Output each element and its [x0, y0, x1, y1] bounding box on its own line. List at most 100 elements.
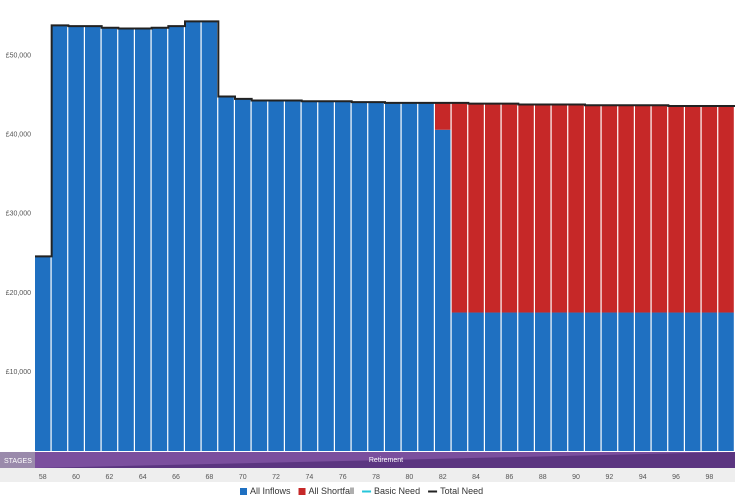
x-tick-label: 84: [472, 474, 480, 481]
bar-shortfall: [651, 105, 668, 313]
bar-inflow: [585, 312, 601, 451]
bars-group: [35, 21, 734, 452]
x-tick-label: 94: [639, 474, 647, 481]
legend-label-all-inflows: All Inflows: [250, 486, 291, 496]
x-tick-label: 98: [706, 474, 714, 481]
legend-swatch-all-shortfall: [298, 488, 306, 495]
bar-inflow: [151, 27, 168, 451]
y-tick-label: £10,000: [6, 369, 31, 376]
y-tick-label: £50,000: [6, 52, 31, 59]
bar-inflow: [668, 312, 684, 451]
x-tick-label: 74: [306, 474, 314, 481]
bar-inflow: [301, 101, 318, 451]
x-tick-label: 96: [672, 474, 680, 481]
y-tick-label: £20,000: [6, 290, 31, 297]
bar-inflow: [185, 21, 201, 451]
legend: All Inflows All Shortfall Basic Need Total …: [240, 486, 483, 496]
bar-inflow: [435, 129, 451, 451]
bar-inflow: [485, 312, 501, 451]
x-tick-label: 76: [339, 474, 347, 481]
x-tick-label: 60: [72, 474, 80, 481]
bar-shortfall: [701, 106, 718, 313]
stages-label: STAGES: [4, 458, 32, 465]
bar-shortfall: [518, 104, 534, 313]
bar-inflow: [351, 102, 368, 451]
legend-swatch-all-inflows: [240, 488, 247, 495]
x-tick-label: 78: [372, 474, 380, 481]
bar-inflow: [35, 256, 51, 451]
x-tick-label: 58: [39, 474, 47, 481]
bar-inflow: [135, 28, 151, 451]
x-axis-band: [0, 468, 735, 482]
stage-gradient-wedge: [35, 452, 735, 468]
bar-shortfall: [451, 102, 468, 313]
x-tick-label: 86: [506, 474, 514, 481]
bar-inflow: [201, 21, 218, 451]
legend-label-basic-need: Basic Need: [374, 486, 420, 496]
bar-shortfall: [601, 105, 618, 313]
stages-band: STAGES Retirement: [0, 452, 735, 468]
x-tick-label: 62: [106, 474, 114, 481]
bar-shortfall: [435, 102, 451, 130]
legend-label-total-need: Total Need: [440, 486, 483, 496]
bar-shortfall: [685, 106, 701, 313]
bar-inflow: [368, 102, 384, 451]
bar-shortfall: [618, 105, 634, 313]
bar-inflow: [468, 312, 484, 451]
bar-inflow: [318, 101, 334, 451]
bar-inflow: [551, 312, 568, 451]
bar-shortfall: [718, 106, 734, 313]
bar-inflow: [451, 312, 468, 451]
bar-inflow: [518, 312, 534, 451]
y-tick-label: £40,000: [6, 132, 31, 139]
x-tick-label: 64: [139, 474, 147, 481]
bar-shortfall: [501, 103, 518, 313]
bar-inflow: [85, 26, 101, 451]
x-tick-label: 66: [172, 474, 180, 481]
x-tick-label: 80: [406, 474, 414, 481]
bar-shortfall: [535, 104, 551, 313]
bar-inflow: [635, 312, 651, 451]
bar-inflow: [418, 102, 434, 451]
bar-inflow: [268, 100, 284, 451]
x-tick-label: 88: [539, 474, 547, 481]
bar-inflow: [385, 102, 401, 451]
stage-segment-label: Retirement: [369, 457, 403, 464]
bar-shortfall: [551, 104, 568, 313]
x-tick-label: 92: [606, 474, 614, 481]
x-axis-ticks: 58 60 62 64 66 68 70 72 74 76 78 80 82 84 86 88 90 92 94 96…: [0, 468, 735, 482]
need-lines-group: [35, 20, 735, 258]
bar-shortfall: [668, 106, 684, 313]
bar-inflow: [218, 96, 234, 452]
bar-inflow: [235, 98, 251, 452]
x-tick-label: 72: [272, 474, 280, 481]
bar-inflow: [501, 312, 518, 451]
bar-shortfall: [568, 104, 584, 313]
bar-inflow: [285, 100, 301, 451]
bar-inflow: [118, 28, 134, 451]
bar-inflow: [251, 100, 268, 451]
bar-shortfall: [485, 103, 501, 313]
x-tick-label: 90: [572, 474, 580, 481]
bar-inflow: [168, 26, 184, 451]
bar-inflow: [101, 27, 118, 451]
bar-shortfall: [585, 105, 601, 313]
bar-inflow: [335, 101, 351, 451]
bar-shortfall: [468, 103, 484, 313]
bar-inflow: [618, 312, 634, 451]
y-tick-label: £30,000: [6, 211, 31, 218]
bar-inflow: [718, 312, 734, 451]
bar-inflow: [68, 26, 84, 451]
bar-inflow: [535, 312, 551, 451]
bar-inflow: [701, 312, 718, 451]
y-axis-ticks: £10,000 £20,000 £30,000 £40,000 £50,000: [6, 52, 31, 375]
total-need-line: [35, 20, 735, 258]
x-tick-label: 70: [239, 474, 247, 481]
bar-inflow: [651, 312, 668, 451]
x-tick-label: 82: [439, 474, 447, 481]
bar-inflow: [401, 102, 418, 451]
bar-inflow: [685, 312, 701, 451]
bar-inflow: [601, 312, 618, 451]
